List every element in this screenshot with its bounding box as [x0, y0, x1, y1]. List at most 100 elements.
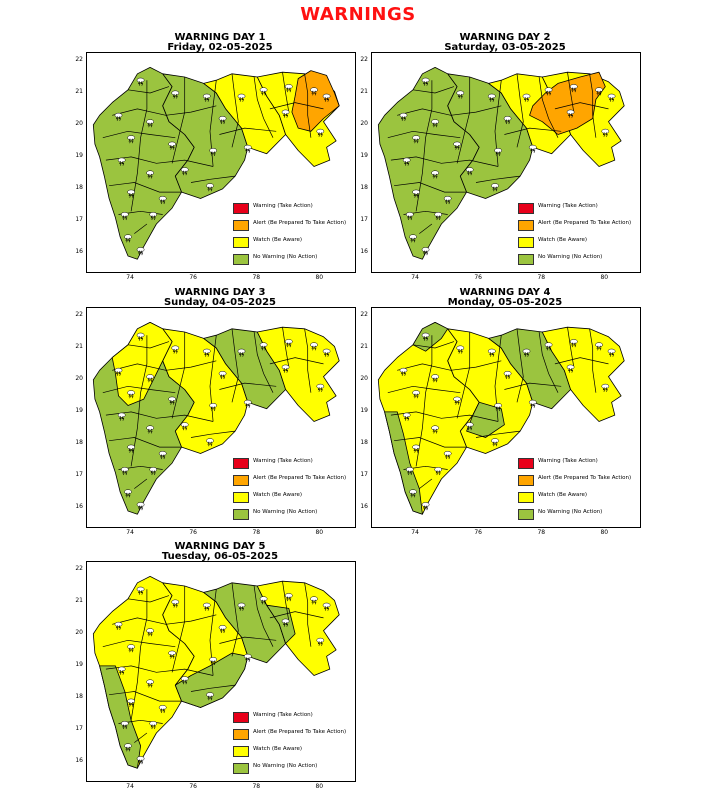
district-boundary [304, 73, 312, 138]
thunderstorm-cloud-icon [284, 339, 293, 348]
district-boundary [102, 130, 176, 139]
thunderstorm-cloud-icon [456, 90, 465, 99]
y-tick-label: 20 [75, 628, 83, 636]
legend-swatch [233, 220, 249, 231]
thunderstorm-cloud-icon [120, 467, 129, 476]
thunderstorm-cloud-icon [127, 390, 135, 399]
y-tick-label: 17 [75, 724, 83, 732]
thunderstorm-cloud-icon [117, 412, 126, 421]
thunderstorm-cloud-icon [114, 621, 123, 630]
y-tick-label: 19 [360, 406, 368, 414]
thunderstorm-cloud-icon [544, 342, 553, 351]
y-tick-label: 19 [75, 660, 83, 668]
thunderstorm-cloud-icon [146, 425, 154, 434]
x-tick-label: 80 [315, 274, 324, 281]
thunderstorm-cloud-icon [569, 339, 578, 348]
thunderstorm-cloud-icon [431, 170, 439, 179]
thunderstorm-cloud-icon [243, 399, 252, 408]
legend-label: No Warning (No Action) [253, 254, 318, 260]
district-boundary [516, 73, 524, 148]
x-tick-label: 80 [315, 783, 324, 790]
legend-label: No Warning (No Action) [253, 763, 318, 769]
warning-day-1-panel: WARNING DAY 1 Friday, 02-05-2025 Warning (… [75, 32, 356, 287]
district-boundary [112, 105, 217, 116]
thunderstorm-cloud-icon [136, 502, 145, 511]
maharashtra-map [377, 66, 625, 260]
thunderstorm-cloud-icon [595, 342, 603, 351]
legend-label: Watch (Be Aware) [253, 237, 303, 243]
district-boundary [304, 582, 312, 647]
legend-swatch [233, 763, 249, 774]
thunderstorm-cloud-icon [146, 119, 154, 128]
thunderstorm-cloud-icon [284, 593, 293, 602]
district-boundary [538, 331, 559, 393]
thunderstorm-cloud-icon [566, 364, 575, 373]
legend-swatch [518, 220, 534, 231]
district-boundary [282, 327, 290, 368]
thunderstorm-cloud-icon [316, 637, 325, 646]
legend-label: Warning (Take Action) [538, 458, 598, 464]
y-tick-label: 22 [75, 311, 83, 318]
legend-label: No Warning (No Action) [538, 509, 603, 515]
thunderstorm-cloud-icon [322, 348, 331, 357]
legend-swatch [518, 475, 534, 486]
thunderstorm-cloud-icon [149, 467, 158, 476]
thunderstorm-cloud-icon [171, 90, 180, 99]
thunderstorm-cloud-icon [136, 756, 145, 765]
y-tick-label: 18 [75, 183, 83, 191]
thunderstorm-cloud-icon [206, 438, 214, 447]
y-tick-label: 22 [360, 56, 368, 63]
x-tick-label: 74 [126, 529, 134, 536]
thunderstorm-cloud-icon [412, 444, 420, 453]
thunderstorm-cloud-icon [402, 412, 411, 421]
thunderstorm-cloud-icon [405, 467, 414, 476]
district-boundary [127, 595, 170, 603]
thunderstorm-cloud-icon [171, 345, 180, 354]
district-boundary [554, 102, 609, 110]
thunderstorm-cloud-icon [202, 602, 211, 611]
district-boundary [130, 335, 148, 467]
thunderstorm-cloud-icon [259, 87, 268, 96]
district-boundary [219, 382, 277, 390]
legend-label: Warning (Take Action) [253, 458, 313, 464]
legend-swatch [518, 458, 534, 469]
thunderstorm-cloud-icon [202, 348, 211, 357]
thunderstorm-cloud-icon [607, 93, 616, 102]
x-tick-label: 76 [189, 783, 197, 790]
y-tick-label: 20 [360, 119, 368, 127]
district-boundary [134, 732, 148, 743]
thunderstorm-cloud-icon [117, 666, 126, 675]
x-tick-label: 76 [474, 529, 482, 536]
thunderstorm-cloud-icon [171, 599, 180, 608]
thunderstorm-cloud-icon [124, 489, 132, 498]
district-boundary [387, 385, 461, 394]
thunderstorm-cloud-icon [136, 247, 145, 256]
thunderstorm-cloud-icon [522, 93, 531, 102]
legend-label: No Warning (No Action) [538, 254, 603, 260]
y-tick-label: 18 [75, 692, 83, 700]
x-tick-label: 80 [600, 274, 609, 281]
district-boundary [282, 581, 290, 622]
legend-swatch [518, 254, 534, 265]
maharashtra-map [377, 321, 625, 515]
district-boundary [112, 614, 217, 625]
zone-alert [291, 70, 340, 132]
thunderstorm-cloud-icon [206, 692, 214, 701]
thunderstorm-cloud-icon [259, 342, 268, 351]
district-boundary [554, 357, 609, 365]
thunderstorm-cloud-icon [146, 679, 154, 688]
district-boundary [504, 382, 562, 390]
legend-label: Watch (Be Aware) [538, 237, 588, 243]
district-boundary [538, 76, 559, 138]
district-boundary [397, 360, 502, 371]
district-boundary [282, 72, 290, 113]
thunderstorm-cloud-icon [503, 116, 512, 125]
thunderstorm-cloud-icon [443, 451, 452, 460]
y-tick-label: 17 [360, 470, 368, 478]
legend-swatch [518, 492, 534, 503]
thunderstorm-cloud-icon [412, 390, 420, 399]
x-tick-label: 76 [189, 529, 197, 536]
y-tick-label: 16 [75, 247, 83, 255]
thunderstorm-cloud-icon [310, 596, 318, 605]
thunderstorm-cloud-icon [127, 189, 135, 198]
